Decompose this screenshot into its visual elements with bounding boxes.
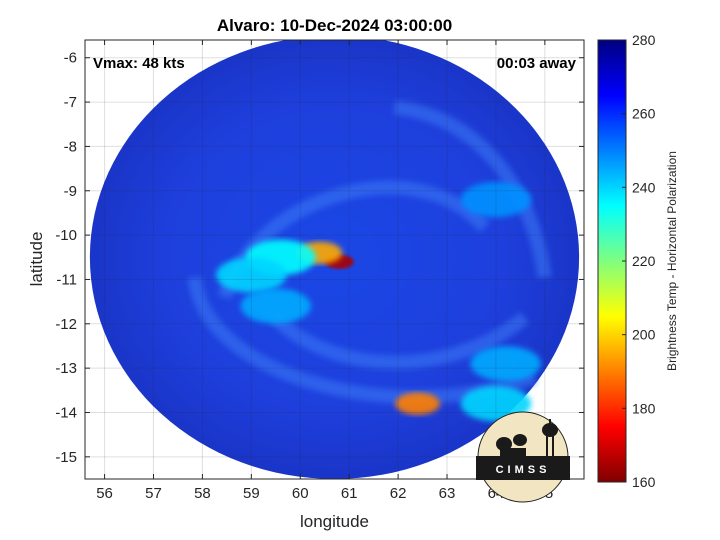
y-tick-labels: -6 -7 -8 -9 -10 -11 -12 -13 -14 -15 — [55, 50, 584, 466]
logo-banner — [476, 456, 570, 480]
feature-mark-6 — [460, 386, 532, 422]
feature-4 — [240, 288, 311, 324]
x-tick-label: 62 — [390, 485, 407, 502]
colorbar-tick-label: 240 — [632, 179, 656, 195]
y-tick-label: -7 — [64, 94, 77, 111]
feature-mark-5 — [395, 392, 441, 415]
colorbar-label: Brightness Temp - Horizontal Polarizatio… — [665, 151, 679, 371]
spiral-band-2 — [269, 311, 530, 370]
logo-text: CIMSS — [496, 464, 551, 476]
y-tick-label: -8 — [64, 138, 77, 155]
feature-mark-3 — [216, 257, 287, 293]
y-tick-label: -11 — [56, 271, 77, 288]
y-tick-label: -6 — [64, 50, 77, 67]
spiral-band-3 — [393, 100, 552, 279]
x-tick-label: 61 — [341, 485, 358, 502]
feature-7 — [470, 346, 541, 382]
x-axis-label: longitude — [300, 512, 369, 531]
colorbar-tick-label: 220 — [632, 253, 656, 269]
x-tick-label: 57 — [145, 485, 162, 502]
grid — [85, 40, 584, 479]
x-tick-label: 59 — [243, 485, 260, 502]
y-tick-label: -10 — [55, 227, 77, 244]
colorbar-ticks: 280 260 240 220 200 180 160 — [622, 32, 656, 490]
y-axis-label: latitude — [27, 232, 46, 287]
x-tick-label: 58 — [194, 485, 211, 502]
y-tick-label: -13 — [55, 360, 77, 377]
x-tick-label: 60 — [292, 485, 309, 502]
axes-frame — [84, 39, 585, 480]
colorbar-tick-label: 160 — [632, 474, 656, 490]
y-tick-label: -14 — [55, 404, 77, 421]
feature-5 — [395, 392, 441, 415]
chart-title: Alvaro: 10-Dec-2024 03:00:00 — [217, 16, 452, 35]
feature-3 — [216, 257, 287, 293]
swath-layer — [89, 40, 580, 479]
cimss-logo: CIMSS — [476, 411, 570, 503]
feature-mark-8 — [460, 182, 532, 218]
colorbar-tick-label: 260 — [632, 106, 656, 122]
colorbar — [597, 39, 627, 483]
feature-6 — [460, 386, 532, 422]
feature-8 — [460, 182, 532, 218]
feature-mark-7 — [470, 346, 541, 382]
colorbar-tick-label: 180 — [632, 400, 656, 416]
y-tick-label: -15 — [55, 449, 77, 466]
time-offset-annotation: 00:03 away — [497, 55, 577, 72]
y-tick-label: -12 — [55, 316, 77, 333]
logo-water-tower-icon — [542, 419, 558, 456]
convective-features — [216, 182, 541, 422]
colorbar-tick-label: 280 — [632, 32, 656, 48]
vmax-annotation: Vmax: 48 kts — [93, 55, 185, 72]
feature-mark-4 — [240, 288, 311, 324]
logo-satellite-dish-icon — [496, 434, 527, 457]
x-tick-label: 63 — [439, 485, 456, 502]
x-tick-label: 56 — [96, 485, 113, 502]
y-tick-label: -9 — [64, 183, 77, 200]
colorbar-tick-label: 200 — [632, 327, 656, 343]
